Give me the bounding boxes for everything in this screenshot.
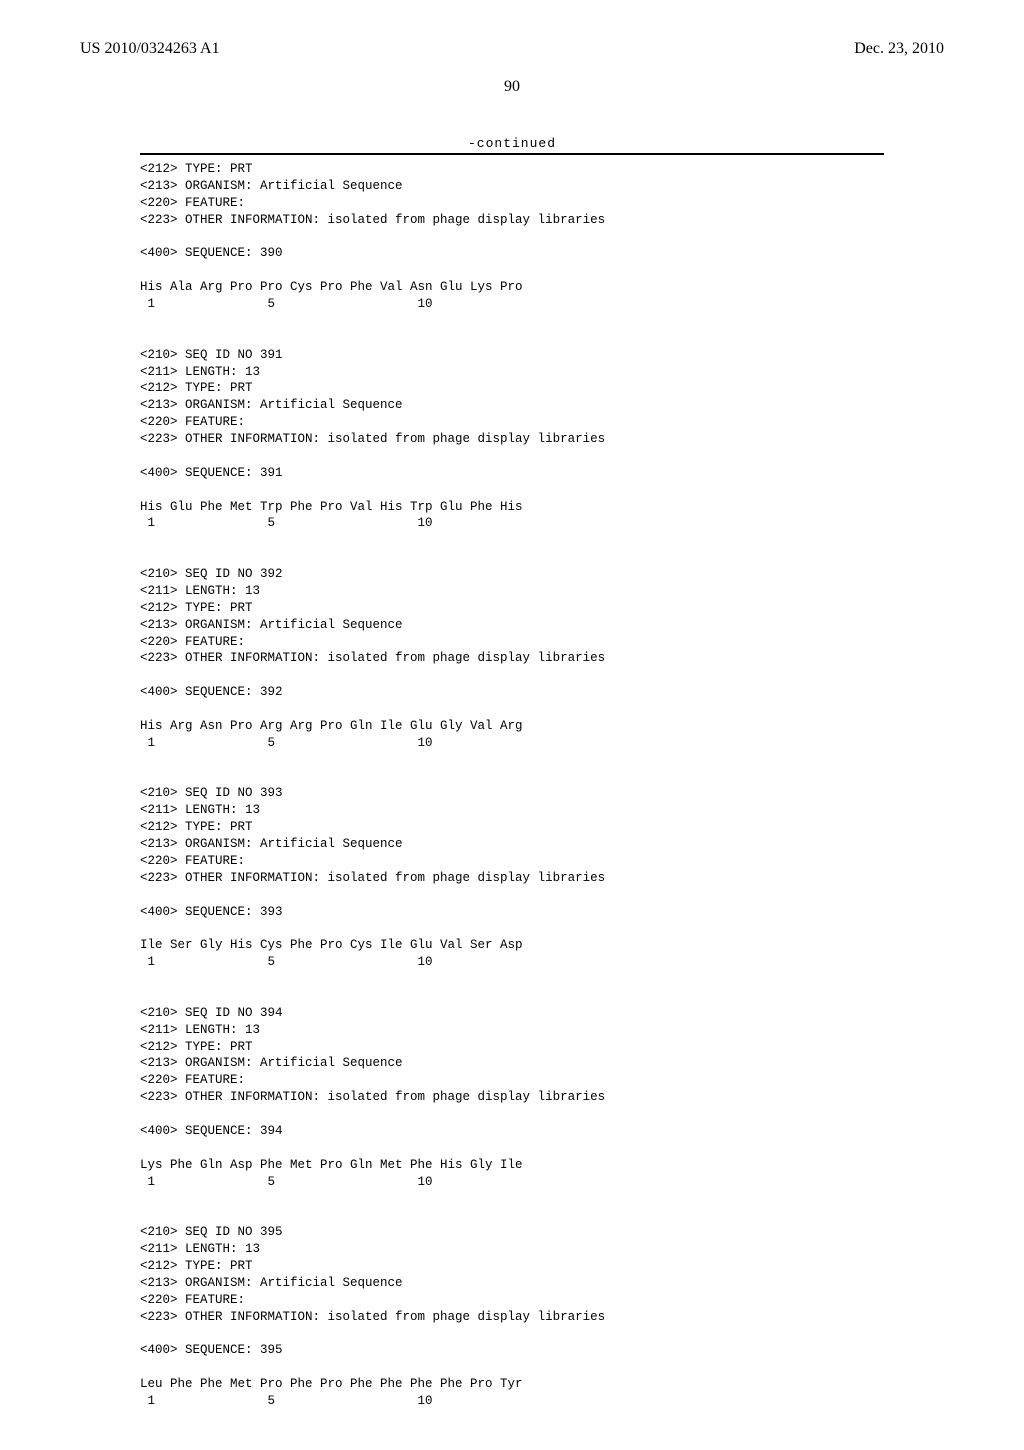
horizontal-rule (140, 153, 884, 155)
page-number: 90 (80, 78, 944, 96)
continued-label: -continued (80, 136, 944, 151)
publication-number: US 2010/0324263 A1 (80, 40, 220, 58)
publication-date: Dec. 23, 2010 (854, 40, 944, 58)
sequence-listing: <212> TYPE: PRT <213> ORGANISM: Artifici… (140, 161, 884, 1410)
page-container: US 2010/0324263 A1 Dec. 23, 2010 90 -con… (0, 0, 1024, 1450)
page-header: US 2010/0324263 A1 Dec. 23, 2010 (80, 40, 944, 58)
